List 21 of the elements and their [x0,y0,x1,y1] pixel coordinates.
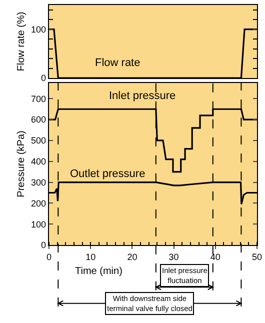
y-tick-label: 0 [40,240,46,250]
annotation: Outlet pressure [70,168,146,180]
y-tick-label: 700 [30,94,46,104]
y-tick-label: 300 [30,177,46,188]
y-tick-label: 100 [30,219,46,230]
y-tick-label: 600 [30,114,46,125]
y-axis-title: Pressure (kPa) [16,130,28,198]
y-tick-label: 500 [30,136,46,146]
y-tick-label: 200 [30,198,46,208]
x-tick-label: 30 [168,252,179,262]
y-axis-title: Flow rate (%) [16,12,28,72]
y-tick-label: 0 [40,73,46,84]
x-tick-label: 20 [127,252,138,262]
x-tick-label: 50 [252,252,262,262]
x-tick-label: 10 [86,252,96,262]
x-tick-label: 40 [210,252,220,262]
y-tick-label: 100 [30,24,46,34]
y-tick-label: 400 [30,156,46,167]
annotation: Inlet pressure [109,90,176,102]
annotation: Flow rate [95,57,140,69]
x-axis-title: Time (min) [75,266,122,277]
